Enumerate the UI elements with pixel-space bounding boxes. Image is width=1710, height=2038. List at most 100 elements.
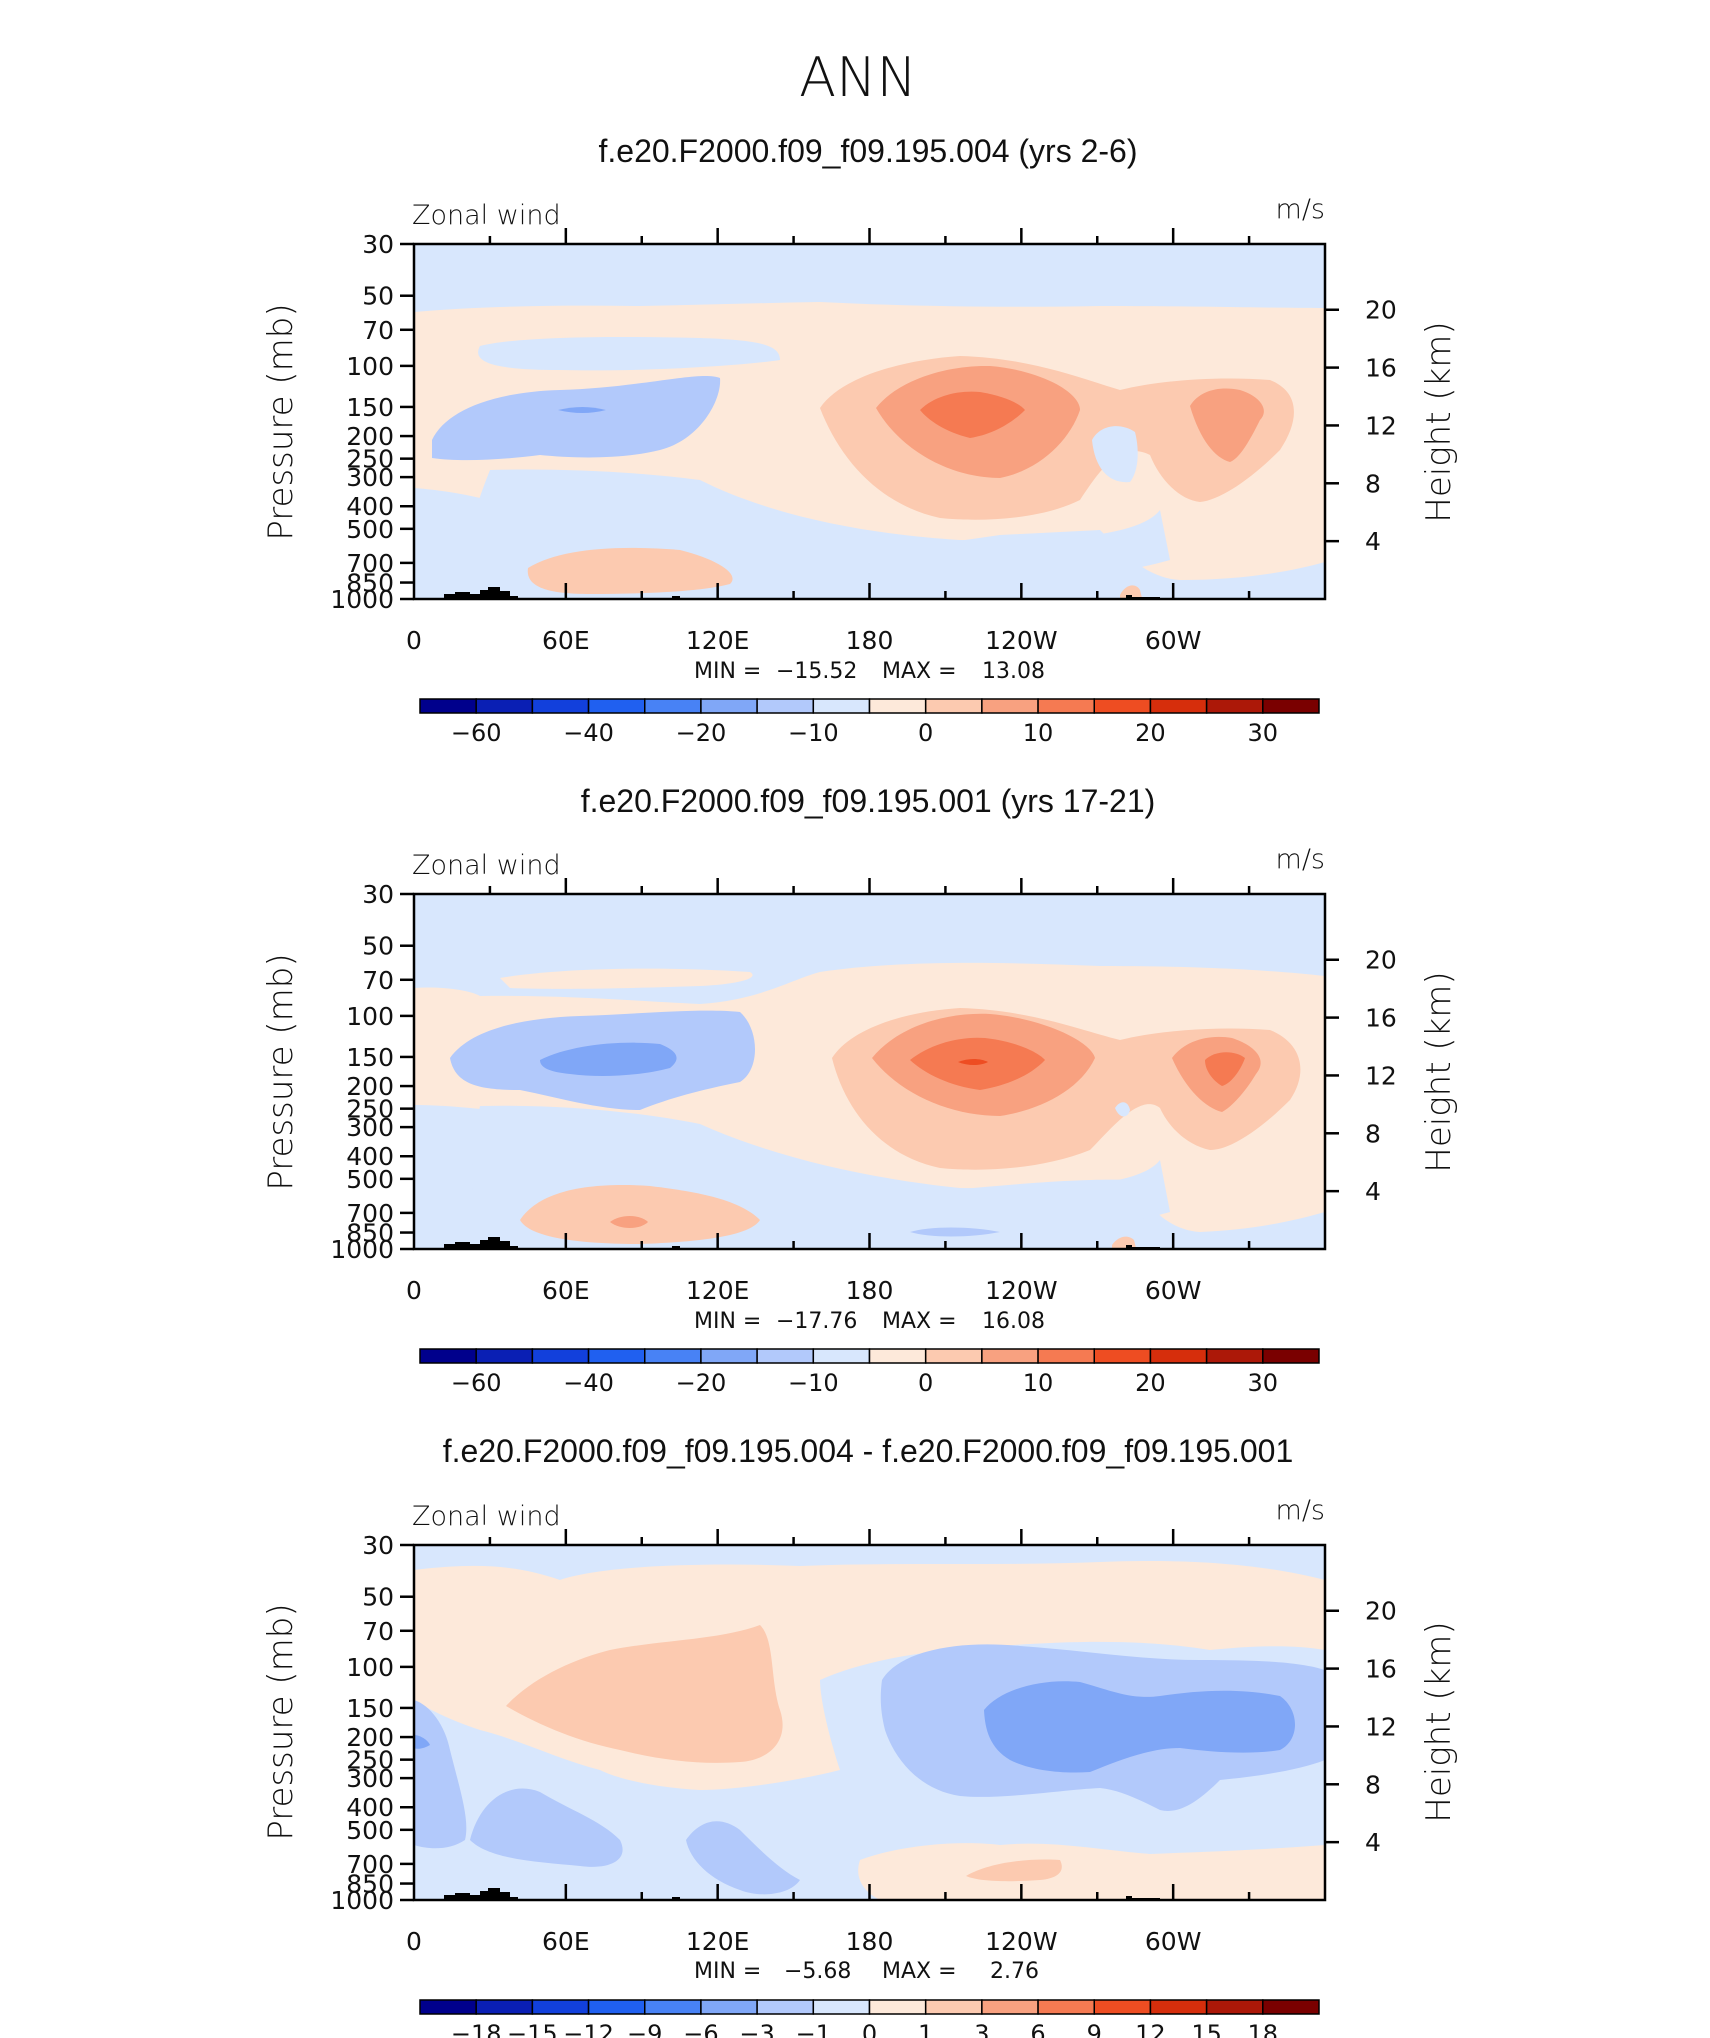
x-tick-label: 180 (846, 626, 894, 655)
y2-tick-label: 12 (1365, 411, 1397, 440)
y-tick-label: 50 (362, 282, 394, 311)
colorbar-swatch (587, 1348, 646, 1364)
y2-tick-labels: 20 16 12 8 4 (1365, 1597, 1397, 1857)
max-value: 2.76 (990, 1959, 1039, 1984)
colorbar-swatch (924, 1999, 983, 2015)
colorbar-label: −6 (683, 2020, 718, 2038)
panel-title: f.e20.F2000.f09_f09.195.004 (yrs 2-6) (598, 133, 1137, 169)
colorbar (419, 698, 1320, 714)
colorbar-swatch (924, 1348, 983, 1364)
colorbar-label: 1 (918, 2020, 933, 2038)
colorbar (419, 1999, 1320, 2015)
fill-negative-core (432, 375, 721, 461)
max-value: 16.08 (982, 1309, 1045, 1334)
colorbar-swatch (1093, 1999, 1152, 2015)
colorbar-label: 30 (1248, 1369, 1279, 1397)
colorbar-label: −1 (796, 2020, 831, 2038)
y-tick-label: 50 (362, 932, 394, 961)
panel-1: f.e20.F2000.f09_f09.195.004 (yrs 2-6) Zo… (261, 133, 1459, 747)
x-tick-label: 60E (542, 1927, 590, 1956)
y-tick-label: 100 (346, 1002, 394, 1031)
x-tick-labels: 0 60E 120E 180 120W 60W (406, 1927, 1201, 1956)
y-tick-label: 500 (346, 515, 394, 544)
x-tick-label: 180 (846, 1276, 894, 1305)
y-axis-label: Pressure (mb) (261, 303, 301, 540)
fill-negative-west-core (414, 1735, 430, 1749)
y-tick-label: 850 (346, 569, 394, 598)
y-tick-label: 150 (346, 393, 394, 422)
colorbar-swatch (700, 1999, 758, 2015)
fill-negative-west (414, 1700, 467, 1849)
colorbar-swatch (531, 1348, 590, 1364)
colorbar-label: −20 (676, 719, 727, 747)
y2-tick-label: 4 (1365, 1177, 1381, 1206)
colorbar-swatch (700, 698, 758, 714)
fill-positive-jet-core-east (1205, 1052, 1245, 1086)
x-tick-label: 60E (542, 1276, 590, 1305)
colorbar-label: 3 (974, 2020, 989, 2038)
y-tick-label: 700 (346, 1199, 394, 1228)
colorbar-label: −10 (788, 1369, 839, 1397)
panel-2: f.e20.F2000.f09_f09.195.001 (yrs 17-21) … (261, 783, 1459, 1397)
colorbar-swatch (419, 1348, 477, 1364)
min-value: −5.68 (784, 1959, 851, 1984)
fill-positive-upper (500, 968, 753, 989)
colorbar-label: 20 (1135, 719, 1166, 747)
fill-negative-upper (478, 336, 780, 371)
y-tick-label: 300 (346, 463, 394, 492)
y-tick-label: 150 (346, 1043, 394, 1072)
y-tick-label: 150 (346, 1694, 394, 1723)
y-tick-label: 200 (346, 1072, 394, 1101)
colorbar-swatch (1205, 1999, 1264, 2015)
x-tick-label: 120E (686, 1276, 750, 1305)
y2-tick-labels: 20 16 12 8 4 (1365, 296, 1397, 556)
colorbar-swatch (1149, 698, 1208, 714)
x-tick-label: 0 (406, 626, 422, 655)
y-tick-label: 700 (346, 549, 394, 578)
variable-label: Zonal wind (412, 1501, 561, 1532)
max-label: MAX = (882, 659, 957, 684)
colorbar-swatch (1149, 1999, 1208, 2015)
colorbar-label: 10 (1023, 719, 1054, 747)
colorbar-swatch (1149, 1348, 1208, 1364)
colorbar-label: 15 (1191, 2020, 1222, 2038)
fill-negative-pocket (1092, 426, 1138, 483)
units-label: m/s (1276, 194, 1325, 225)
y-tick-label: 850 (346, 1870, 394, 1899)
colorbar-swatch (1262, 1348, 1320, 1364)
y2-tick-label: 8 (1365, 1119, 1381, 1148)
fill-negative-east-core (984, 1681, 1295, 1773)
y-tick-label: 200 (346, 1723, 394, 1752)
colorbar-swatch (981, 698, 1039, 714)
y-tick-label: 70 (362, 966, 394, 995)
units-label: m/s (1276, 844, 1325, 875)
colorbar-swatch (419, 1999, 477, 2015)
fill-positive-lower-core (610, 1216, 648, 1228)
y2-tick-label: 20 (1365, 946, 1397, 975)
colorbar-label: 20 (1135, 1369, 1166, 1397)
colorbar-label: −9 (627, 2020, 662, 2038)
colorbar-swatch (756, 1999, 815, 2015)
colorbar-labels: −60 −40 −20 −10 0 10 20 30 (451, 719, 1278, 747)
y-tick-label: 1000 (330, 585, 394, 614)
fill-positive-lower-east (858, 1843, 1325, 1900)
y-tick-label: 300 (346, 1764, 394, 1793)
y-tick-label: 500 (346, 1816, 394, 1845)
colorbar-swatch (981, 1999, 1039, 2015)
colorbar-swatch (587, 1999, 646, 2015)
colorbar-label: −12 (563, 2020, 614, 2038)
y-tick-marks (400, 1543, 1339, 1902)
fill-positive-jet-core (920, 391, 1025, 438)
y2-tick-label: 8 (1365, 1770, 1381, 1799)
y-tick-label: 70 (362, 1617, 394, 1646)
min-label: MIN = (694, 659, 761, 684)
min-value: −17.76 (776, 1309, 857, 1334)
x-tick-label: 60W (1145, 1276, 1202, 1305)
colorbar-swatch (587, 698, 646, 714)
colorbar-labels: −18 −15 −12 −9 −6 −3 −1 0 1 3 6 9 12 15 18 (451, 2020, 1278, 2038)
fill-negative-lower-east (910, 1227, 1000, 1237)
variable-label: Zonal wind (412, 850, 561, 881)
x-tick-label: 120W (985, 626, 1057, 655)
